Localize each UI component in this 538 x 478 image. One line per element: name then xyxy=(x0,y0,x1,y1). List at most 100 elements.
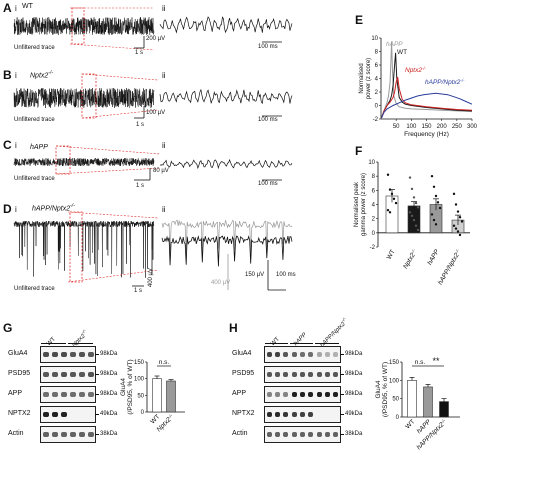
g-y-tick-label: 100 xyxy=(134,377,145,383)
g-y-tick-label: 50 xyxy=(137,393,144,399)
e-y-tick-label: 6 xyxy=(375,63,379,69)
e-y-tick-label: 10 xyxy=(371,36,378,42)
panel-label-d: D xyxy=(3,202,12,216)
h-category-label-0: WT xyxy=(404,418,416,430)
blot-kda-marker: 38kDa xyxy=(345,431,363,437)
f-point xyxy=(434,194,438,198)
panel-a-amp-scale: 200 µV xyxy=(146,36,166,42)
blot-kda-marker: 38kDa xyxy=(100,431,118,437)
blot-band xyxy=(299,412,306,417)
blot-row-label: NPTX2 xyxy=(232,410,255,417)
panel-a-full-trace xyxy=(13,7,155,45)
blot-band xyxy=(333,372,339,377)
panel-d-zoom-scale: 100 ms xyxy=(276,272,296,278)
panel-a-sub-i: i xyxy=(15,4,17,13)
e-x-tick-label: 150 xyxy=(421,124,432,130)
panel-d-zoom-lines xyxy=(67,211,159,283)
blot-band xyxy=(291,412,297,417)
f-point xyxy=(430,174,434,178)
blot-row-label: Actin xyxy=(232,430,248,437)
blot-band xyxy=(266,372,272,377)
blot-row-label: PSD95 xyxy=(8,370,31,377)
blot-band xyxy=(308,412,314,417)
blot-kda-marker: 98kDa xyxy=(345,371,363,377)
blot-band xyxy=(283,352,289,357)
blot-band xyxy=(266,412,272,417)
panel-c-genotype: hAPP xyxy=(30,144,48,151)
blot-band xyxy=(60,352,67,357)
blot-band xyxy=(60,432,67,437)
e-series-line-3 xyxy=(381,92,473,118)
panel-c-amp-scale: 80 µV xyxy=(153,168,169,174)
f-point xyxy=(452,224,456,227)
blot-band xyxy=(333,392,339,397)
blot-band xyxy=(266,352,272,357)
e-y-label-2: power (z score) xyxy=(366,58,372,99)
e-y-tick-label: 4 xyxy=(375,77,379,83)
f-point xyxy=(414,224,418,227)
blot-gel-strip xyxy=(264,426,341,443)
panel-d-scalebar xyxy=(132,285,144,287)
h-sig-label-0: n.s. xyxy=(415,359,426,366)
panel-d-full-trace xyxy=(13,211,155,283)
blot-band xyxy=(299,352,306,357)
blot-band xyxy=(87,432,94,437)
panel-b-genotype: Nptx2-/- xyxy=(30,70,54,80)
f-point xyxy=(434,223,438,226)
blot-row-label: APP xyxy=(232,390,247,397)
blot-band xyxy=(42,352,49,357)
panel-label-b: B xyxy=(3,68,12,82)
panel-b-trace-label: Unfiltered trace xyxy=(14,117,55,123)
g-y-tick-label: 150 xyxy=(134,360,145,366)
blot-band xyxy=(274,412,281,417)
f-point xyxy=(430,213,434,216)
blot-band xyxy=(51,432,58,437)
panel-b-zoom-trace xyxy=(159,88,293,105)
f-point xyxy=(412,196,416,199)
f-point xyxy=(460,220,464,223)
blot-kda-tick xyxy=(95,373,99,375)
blot-band xyxy=(42,372,49,377)
h-bar-2 xyxy=(439,401,449,418)
blot-band xyxy=(69,352,76,357)
h-y-label-2: (/PSD95, % of WT) xyxy=(382,362,389,417)
blot-kda-marker: 98kDa xyxy=(100,371,118,377)
blot-band xyxy=(291,432,297,437)
e-x-tick-label: 250 xyxy=(452,124,463,130)
blot-band xyxy=(274,372,281,377)
panel-b-zoom-scalebar xyxy=(262,115,282,117)
blot-kda-tick xyxy=(340,413,344,415)
f-point xyxy=(412,218,416,222)
blot-band xyxy=(324,352,331,357)
g-y-label-1: GluA4 xyxy=(120,378,127,396)
g-sig-label-0: n.s. xyxy=(159,359,170,366)
e-x-tick-label: 100 xyxy=(406,124,417,130)
blot-band xyxy=(266,432,272,437)
blot-band xyxy=(291,372,297,377)
blot-kda-tick xyxy=(340,373,344,375)
panel-a-trace-label: Unfiltered trace xyxy=(14,45,55,51)
blot-kda-tick xyxy=(340,353,344,355)
panel-a-zoom-lines xyxy=(69,7,155,51)
h-y-tick-label: 100 xyxy=(389,378,400,384)
blot-band xyxy=(316,392,322,397)
blot-band xyxy=(291,352,297,357)
blot-band xyxy=(51,392,58,397)
e-series-label-2: Nptx2-/- xyxy=(405,66,427,74)
blot-kda-tick xyxy=(340,393,344,395)
f-point xyxy=(456,230,460,233)
f-point xyxy=(436,201,440,204)
blot-band xyxy=(42,392,49,397)
panel-d-trace-label: Unfiltered trace xyxy=(14,286,55,292)
f-point xyxy=(386,173,390,176)
panel-c-sub-ii: ii xyxy=(162,141,166,150)
f-point xyxy=(454,227,458,230)
panel-c-zoom-scale: 100 ms xyxy=(258,181,278,187)
panel-a-time-scale: 1 s xyxy=(135,50,144,56)
blot-gel-strip xyxy=(264,386,341,403)
blot-band xyxy=(274,392,281,397)
f-point xyxy=(456,210,460,213)
